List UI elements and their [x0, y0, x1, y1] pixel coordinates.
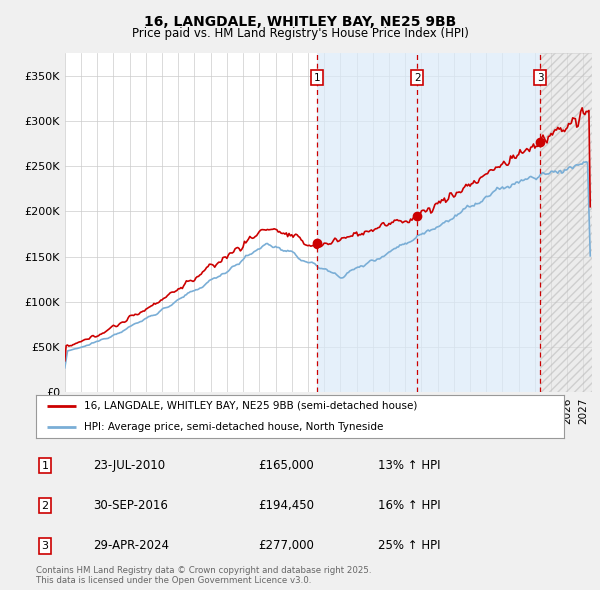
- Text: 25% ↑ HPI: 25% ↑ HPI: [378, 539, 440, 552]
- Text: HPI: Average price, semi-detached house, North Tyneside: HPI: Average price, semi-detached house,…: [83, 422, 383, 432]
- Text: 23-JUL-2010: 23-JUL-2010: [93, 459, 165, 472]
- Text: 16, LANGDALE, WHITLEY BAY, NE25 9BB (semi-detached house): 16, LANGDALE, WHITLEY BAY, NE25 9BB (sem…: [83, 401, 417, 411]
- Text: £165,000: £165,000: [258, 459, 314, 472]
- Bar: [317, 53, 418, 392]
- Text: 3: 3: [41, 541, 49, 550]
- Text: 2: 2: [41, 501, 49, 510]
- Text: 3: 3: [537, 73, 544, 83]
- Text: 1: 1: [41, 461, 49, 470]
- Text: Price paid vs. HM Land Registry's House Price Index (HPI): Price paid vs. HM Land Registry's House …: [131, 27, 469, 40]
- Text: 29-APR-2024: 29-APR-2024: [93, 539, 169, 552]
- Text: £277,000: £277,000: [258, 539, 314, 552]
- Text: 16% ↑ HPI: 16% ↑ HPI: [378, 499, 440, 512]
- Text: 30-SEP-2016: 30-SEP-2016: [93, 499, 168, 512]
- Text: 13% ↑ HPI: 13% ↑ HPI: [378, 459, 440, 472]
- Text: 2: 2: [414, 73, 421, 83]
- Bar: [418, 53, 540, 392]
- Text: Contains HM Land Registry data © Crown copyright and database right 2025.
This d: Contains HM Land Registry data © Crown c…: [36, 566, 371, 585]
- Text: 16, LANGDALE, WHITLEY BAY, NE25 9BB: 16, LANGDALE, WHITLEY BAY, NE25 9BB: [144, 15, 456, 29]
- Text: 1: 1: [314, 73, 320, 83]
- Text: £194,450: £194,450: [258, 499, 314, 512]
- Bar: [540, 53, 592, 392]
